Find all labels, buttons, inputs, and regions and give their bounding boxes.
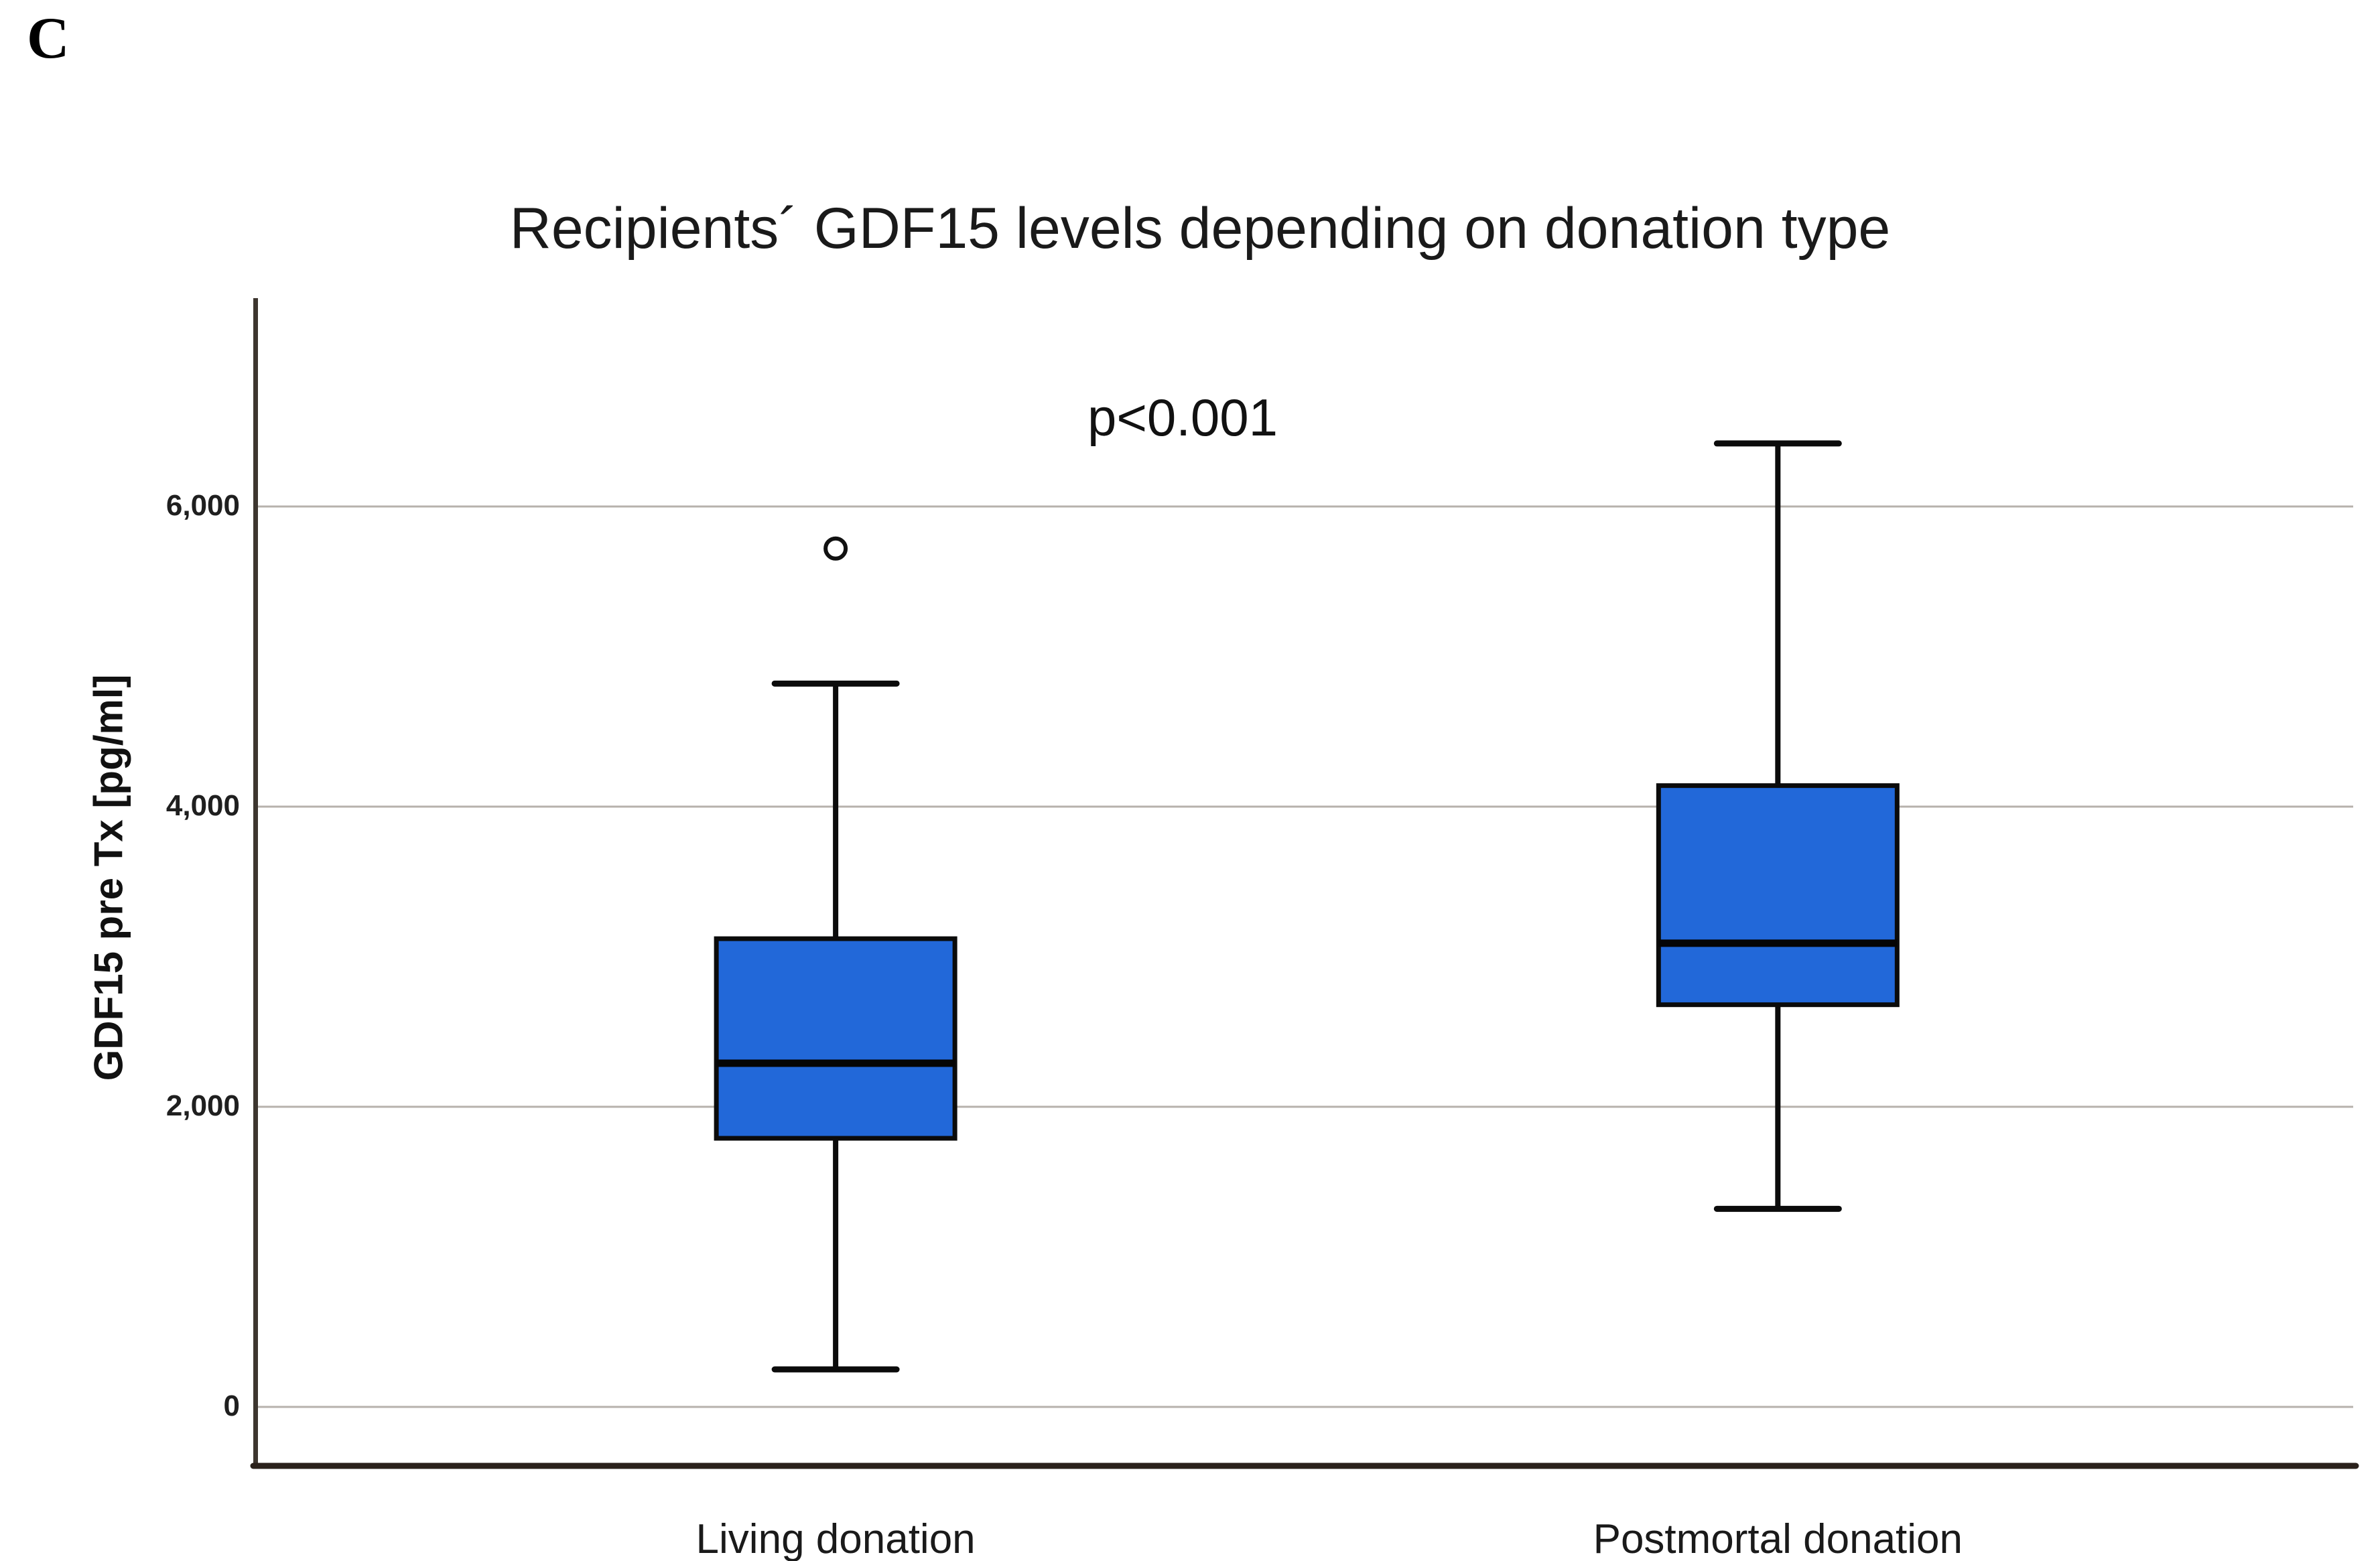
iqr-box-living-donation xyxy=(714,936,957,1141)
panel-letter-label: C xyxy=(27,6,70,71)
outlier-point-living-donation xyxy=(823,536,848,561)
y-tick-label-4000: 4,000 xyxy=(166,789,240,822)
x-category-label-living-donation: Living donation xyxy=(696,1516,976,1561)
p-value-annotation: p<0.001 xyxy=(1087,388,1278,447)
chart-title: Recipients´ GDF15 levels depending on do… xyxy=(509,196,1891,261)
y-tick-label-2000: 2,000 xyxy=(166,1089,240,1122)
x-category-label-postmortal-donation: Postmortal donation xyxy=(1593,1516,1963,1561)
y-tick-label-0: 0 xyxy=(223,1389,240,1422)
iqr-box-postmortal-donation xyxy=(1656,783,1900,1008)
y-tick-label-6000: 6,000 xyxy=(166,489,240,522)
